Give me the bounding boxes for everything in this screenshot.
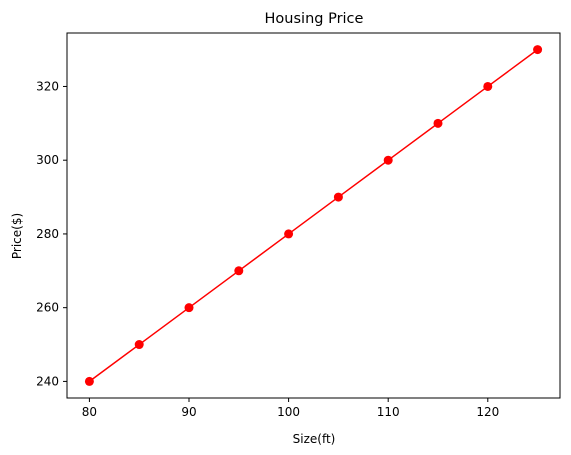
x-tick-label: 110 <box>377 405 400 419</box>
data-point <box>84 376 94 386</box>
x-axis-label: Size(ft) <box>293 432 336 446</box>
plot-area: 80 90 100 110 120 240 260 280 300 320 <box>36 32 561 419</box>
y-axis-label: Price($) <box>10 213 24 259</box>
data-point <box>533 45 543 55</box>
y-tick-label: 300 <box>36 153 59 167</box>
plot-frame <box>66 32 561 399</box>
x-tick-label: 80 <box>82 405 97 419</box>
data-point <box>333 192 343 202</box>
data-point <box>184 303 194 313</box>
data-point <box>383 155 393 165</box>
data-point <box>483 81 493 91</box>
data-point <box>134 340 144 350</box>
y-tick-label: 240 <box>36 374 59 388</box>
data-point <box>284 229 294 239</box>
data-point <box>234 266 244 276</box>
data-point <box>433 118 443 128</box>
x-tick-label: 100 <box>277 405 300 419</box>
y-tick-label: 260 <box>36 301 59 315</box>
series-line <box>88 48 539 383</box>
x-tick-label: 90 <box>181 405 196 419</box>
y-tick-label: 280 <box>36 227 59 241</box>
y-tick-label: 320 <box>36 79 59 93</box>
chart-title: Housing Price <box>265 11 364 27</box>
x-tick-label: 120 <box>476 405 499 419</box>
